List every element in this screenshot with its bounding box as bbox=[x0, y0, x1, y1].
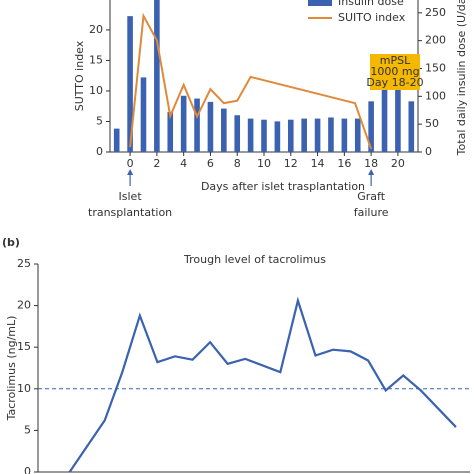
legend-label: Insulin dose bbox=[338, 0, 404, 8]
y2-tick-label: 150 bbox=[425, 61, 446, 74]
panel-label: (b) bbox=[2, 236, 20, 249]
y2-tick-label: 100 bbox=[425, 89, 446, 102]
note-text: mPSL bbox=[380, 54, 411, 67]
annotation: failure bbox=[354, 206, 389, 219]
bar bbox=[207, 101, 214, 152]
plot bbox=[113, 0, 415, 152]
bar bbox=[328, 117, 334, 152]
y-tick-label: 5 bbox=[96, 114, 103, 127]
annotation: Graft bbox=[357, 190, 385, 203]
y-tick-label: 5 bbox=[24, 423, 31, 436]
bar bbox=[194, 98, 200, 152]
x-tick-label: 10 bbox=[257, 157, 271, 170]
annotation: Islet bbox=[119, 190, 143, 203]
bar bbox=[314, 118, 321, 152]
bar bbox=[127, 16, 133, 152]
y2-tick-label: 200 bbox=[425, 34, 446, 47]
bar bbox=[167, 111, 174, 152]
legend-swatch bbox=[308, 0, 332, 6]
y2-tick-label: 0 bbox=[425, 145, 432, 158]
line bbox=[68, 296, 457, 473]
bar bbox=[395, 86, 401, 152]
bar bbox=[180, 95, 187, 152]
y-tick-label: 20 bbox=[89, 23, 103, 36]
x-tick-label: 0 bbox=[127, 157, 134, 170]
note-text: Day 18-20 bbox=[366, 76, 423, 89]
x-axis-label: Days after islet trasplantation bbox=[201, 180, 365, 193]
x-tick-label: 18 bbox=[364, 157, 378, 170]
chart-title: Trough level of tacrolimus bbox=[183, 253, 326, 266]
x-tick-label: 8 bbox=[234, 157, 241, 170]
x-tick-label: 16 bbox=[337, 157, 351, 170]
y2-axis-label: Total daily insulin dose (U/day) bbox=[455, 0, 468, 156]
bar bbox=[154, 0, 160, 152]
bar bbox=[221, 108, 227, 152]
x-tick-label: 20 bbox=[391, 157, 405, 170]
bar bbox=[408, 101, 415, 152]
y-tick-label: 10 bbox=[17, 382, 31, 395]
x-tick-label: 4 bbox=[180, 157, 187, 170]
bar bbox=[287, 119, 294, 152]
bar bbox=[261, 119, 267, 152]
bar bbox=[354, 118, 361, 152]
bar bbox=[247, 118, 254, 152]
x-tick-label: 2 bbox=[153, 157, 160, 170]
note-text: 1000 mg bbox=[370, 65, 419, 78]
y-tick-label: 20 bbox=[17, 299, 31, 312]
arrow-head bbox=[368, 169, 375, 175]
y-tick-label: 0 bbox=[96, 145, 103, 158]
y2-tick-label: 250 bbox=[425, 6, 446, 19]
y-tick-label: 15 bbox=[17, 340, 31, 353]
x-tick-label: 14 bbox=[311, 157, 325, 170]
y-tick-label: 0 bbox=[24, 465, 31, 474]
bar bbox=[368, 101, 374, 152]
bar bbox=[113, 128, 120, 152]
bar bbox=[341, 118, 348, 152]
bar bbox=[234, 115, 241, 152]
y-tick-label: 25 bbox=[17, 257, 31, 270]
bar bbox=[274, 121, 281, 152]
legend-label: SUITO index bbox=[338, 11, 406, 24]
y-tick-label: 10 bbox=[89, 84, 103, 97]
note-box bbox=[370, 54, 420, 90]
x-tick-label: 12 bbox=[284, 157, 298, 170]
y-axis-label: SUTTO index bbox=[73, 40, 86, 111]
bar bbox=[301, 118, 307, 152]
y-axis-label: Tacrolimus (ng/mL) bbox=[5, 316, 18, 422]
y2-tick-label: 50 bbox=[425, 117, 439, 130]
y-tick-label: 15 bbox=[89, 53, 103, 66]
arrow-head bbox=[127, 169, 134, 175]
annotation: transplantation bbox=[88, 206, 172, 219]
line bbox=[129, 12, 373, 150]
x-tick-label: 6 bbox=[207, 157, 214, 170]
bar bbox=[140, 77, 147, 152]
bar bbox=[381, 88, 388, 152]
